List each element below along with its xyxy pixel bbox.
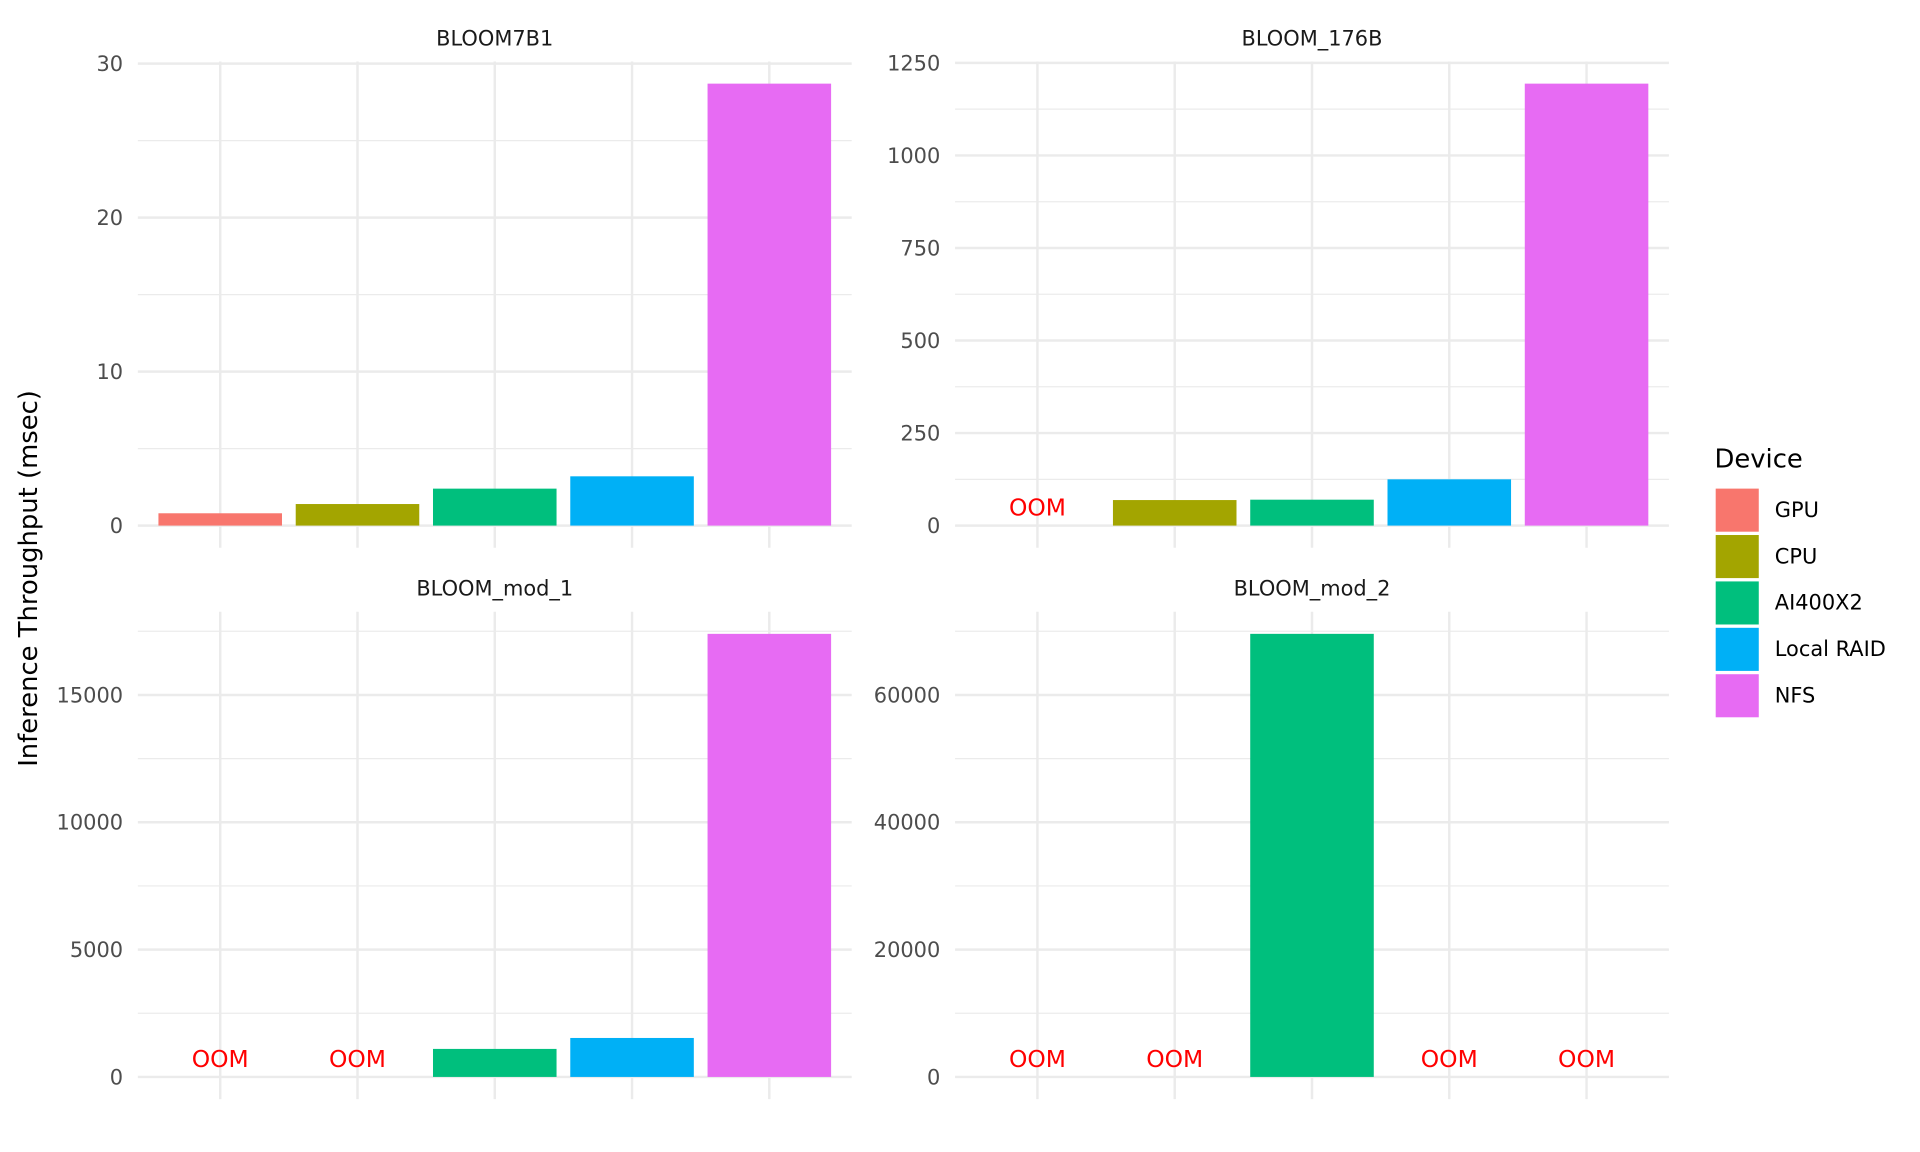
legend-item-CPU: CPU <box>1715 535 1818 579</box>
y-tick-label: 20000 <box>874 938 941 962</box>
legend-label: GPU <box>1775 498 1819 522</box>
y-tick-label: 20 <box>96 206 123 230</box>
legend-swatch <box>1715 674 1759 718</box>
legend-label: Local RAID <box>1775 637 1886 661</box>
y-tick-label: 60000 <box>874 683 941 707</box>
legend-label: AI400X2 <box>1775 591 1863 615</box>
bar-CPU <box>295 504 420 526</box>
panel-title: BLOOM_mod_2 <box>1234 577 1391 601</box>
legend-label: NFS <box>1775 684 1816 708</box>
y-tick-label: 500 <box>900 329 940 353</box>
panel-BLOOM_mod_1: 0 5000 10000 15000 OOM OOM BLOOM_mod_1 <box>57 577 852 1100</box>
oom-label-GPU: OOM <box>192 1045 249 1073</box>
y-tick-label: 0 <box>110 1065 123 1089</box>
y-axis-label: Inference Throughput (msec) <box>14 390 44 767</box>
y-tick-label: 0 <box>927 1065 940 1089</box>
bar-AI400X2 <box>432 488 557 526</box>
y-tick-label: 5000 <box>70 938 123 962</box>
legend-swatch <box>1715 535 1759 579</box>
oom-label-CPU: OOM <box>1146 1045 1203 1073</box>
bar-Local RAID <box>570 1037 694 1077</box>
y-tick-label: 1000 <box>887 144 940 168</box>
y-tick-label: 750 <box>900 236 940 260</box>
y-tick-label: 15000 <box>57 683 124 707</box>
panel-title: BLOOM7B1 <box>436 27 553 51</box>
panel-title: BLOOM_176B <box>1242 27 1383 51</box>
bar-GPU <box>158 513 282 526</box>
y-tick-label: 0 <box>927 514 940 538</box>
bar-AI400X2 <box>432 1048 557 1077</box>
y-tick-label: 10 <box>96 360 123 384</box>
legend-title: Device <box>1714 445 1802 475</box>
panel-BLOOM7B1: 0 10 20 30 BLOOM7B1 <box>96 27 852 548</box>
bar-Local RAID <box>1387 479 1512 526</box>
legend-swatch <box>1715 581 1759 625</box>
oom-label-CPU: OOM <box>329 1045 386 1073</box>
bar-Local RAID <box>570 476 694 526</box>
bar-NFS <box>1524 83 1649 526</box>
oom-label-NFS: OOM <box>1558 1045 1615 1073</box>
bar-CPU <box>1112 500 1237 526</box>
oom-label-GPU: OOM <box>1009 494 1066 522</box>
oom-label-GPU: OOM <box>1009 1045 1066 1073</box>
y-tick-label: 30 <box>96 52 123 76</box>
legend-item-GPU: GPU <box>1715 488 1819 532</box>
legend-item-NFS: NFS <box>1715 674 1816 718</box>
legend: Device GPU CPU AI400X2 Local RAID NFS <box>1714 445 1886 718</box>
y-tick-label: 40000 <box>874 811 941 835</box>
oom-label-Local RAID: OOM <box>1421 1045 1478 1073</box>
bar-AI400X2 <box>1250 499 1374 526</box>
y-tick-label: 0 <box>110 514 123 538</box>
bar-NFS <box>707 633 832 1077</box>
legend-item-Local RAID: Local RAID <box>1715 627 1886 671</box>
legend-swatch <box>1715 488 1759 532</box>
legend-swatch <box>1715 627 1759 671</box>
legend-item-AI400X2: AI400X2 <box>1715 581 1863 625</box>
y-tick-label: 10000 <box>57 811 124 835</box>
bar-AI400X2 <box>1250 633 1374 1077</box>
panel-title: BLOOM_mod_1 <box>416 577 573 601</box>
bar-NFS <box>707 83 832 526</box>
legend-label: CPU <box>1775 544 1818 568</box>
y-tick-label: 250 <box>900 421 940 445</box>
panel-BLOOM_176B: 0 250 500 750 1000 1250 OOM BLOOM_176B <box>887 27 1669 548</box>
panel-BLOOM_mod_2: 0 20000 40000 60000 OOM OOM OOM OOM BLOOM_mod_2 <box>874 577 1669 1100</box>
y-tick-label: 1250 <box>887 51 940 75</box>
